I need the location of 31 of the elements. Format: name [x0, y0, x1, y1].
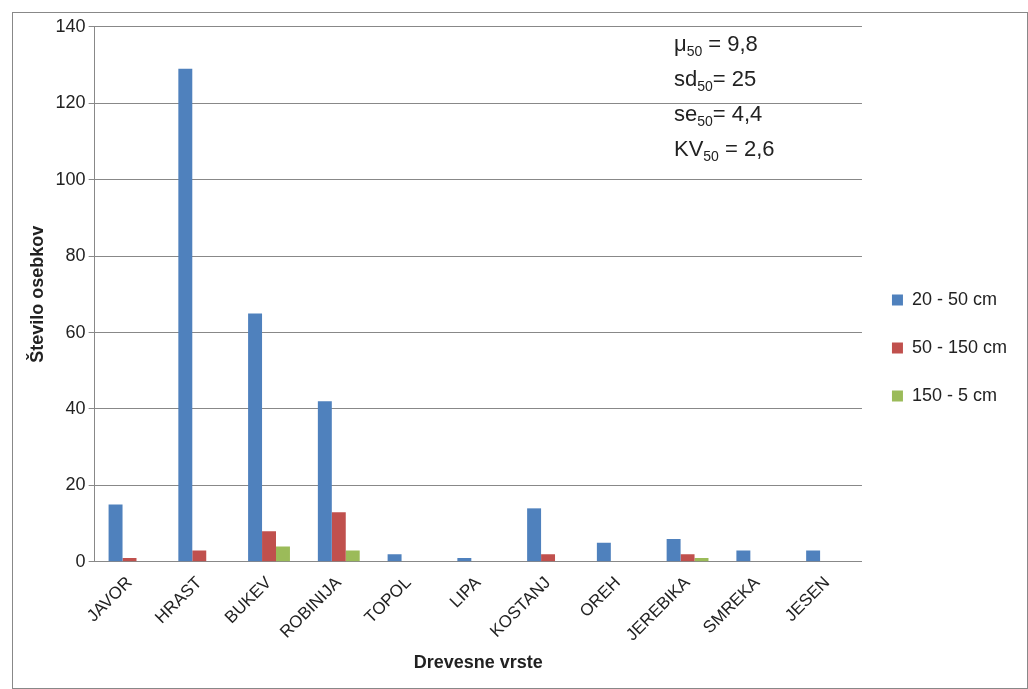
bar [248, 313, 263, 562]
bar [331, 512, 346, 562]
bar [317, 401, 332, 562]
y-tick-label: 20 [65, 474, 86, 495]
bar [387, 554, 402, 562]
bar [596, 542, 611, 562]
bar [192, 550, 207, 562]
y-tick-label: 100 [55, 168, 86, 189]
bar [108, 504, 123, 562]
x-axis-title: Drevesne vrste [413, 652, 543, 673]
bar [262, 531, 276, 562]
bar [666, 538, 681, 562]
bar [680, 554, 695, 562]
bar [178, 68, 193, 562]
y-axis-title: Število osebkov [25, 225, 47, 363]
bar [527, 508, 542, 562]
y-tick-label: 0 [75, 550, 86, 571]
y-tick-label: 140 [55, 15, 86, 36]
bar [806, 550, 821, 562]
legend-label: 150 - 5 cm [911, 384, 997, 405]
y-tick-label: 80 [65, 245, 86, 266]
legend-label: 20 - 50 cm [911, 288, 997, 309]
legend-label: 50 - 150 cm [911, 336, 1007, 357]
y-tick-label: 120 [55, 92, 86, 113]
bar [541, 554, 556, 562]
bar [457, 558, 472, 562]
bar [276, 546, 290, 562]
y-tick-label: 60 [65, 321, 86, 342]
bar [345, 550, 360, 562]
bar [736, 550, 751, 562]
y-tick-label: 40 [65, 397, 86, 418]
